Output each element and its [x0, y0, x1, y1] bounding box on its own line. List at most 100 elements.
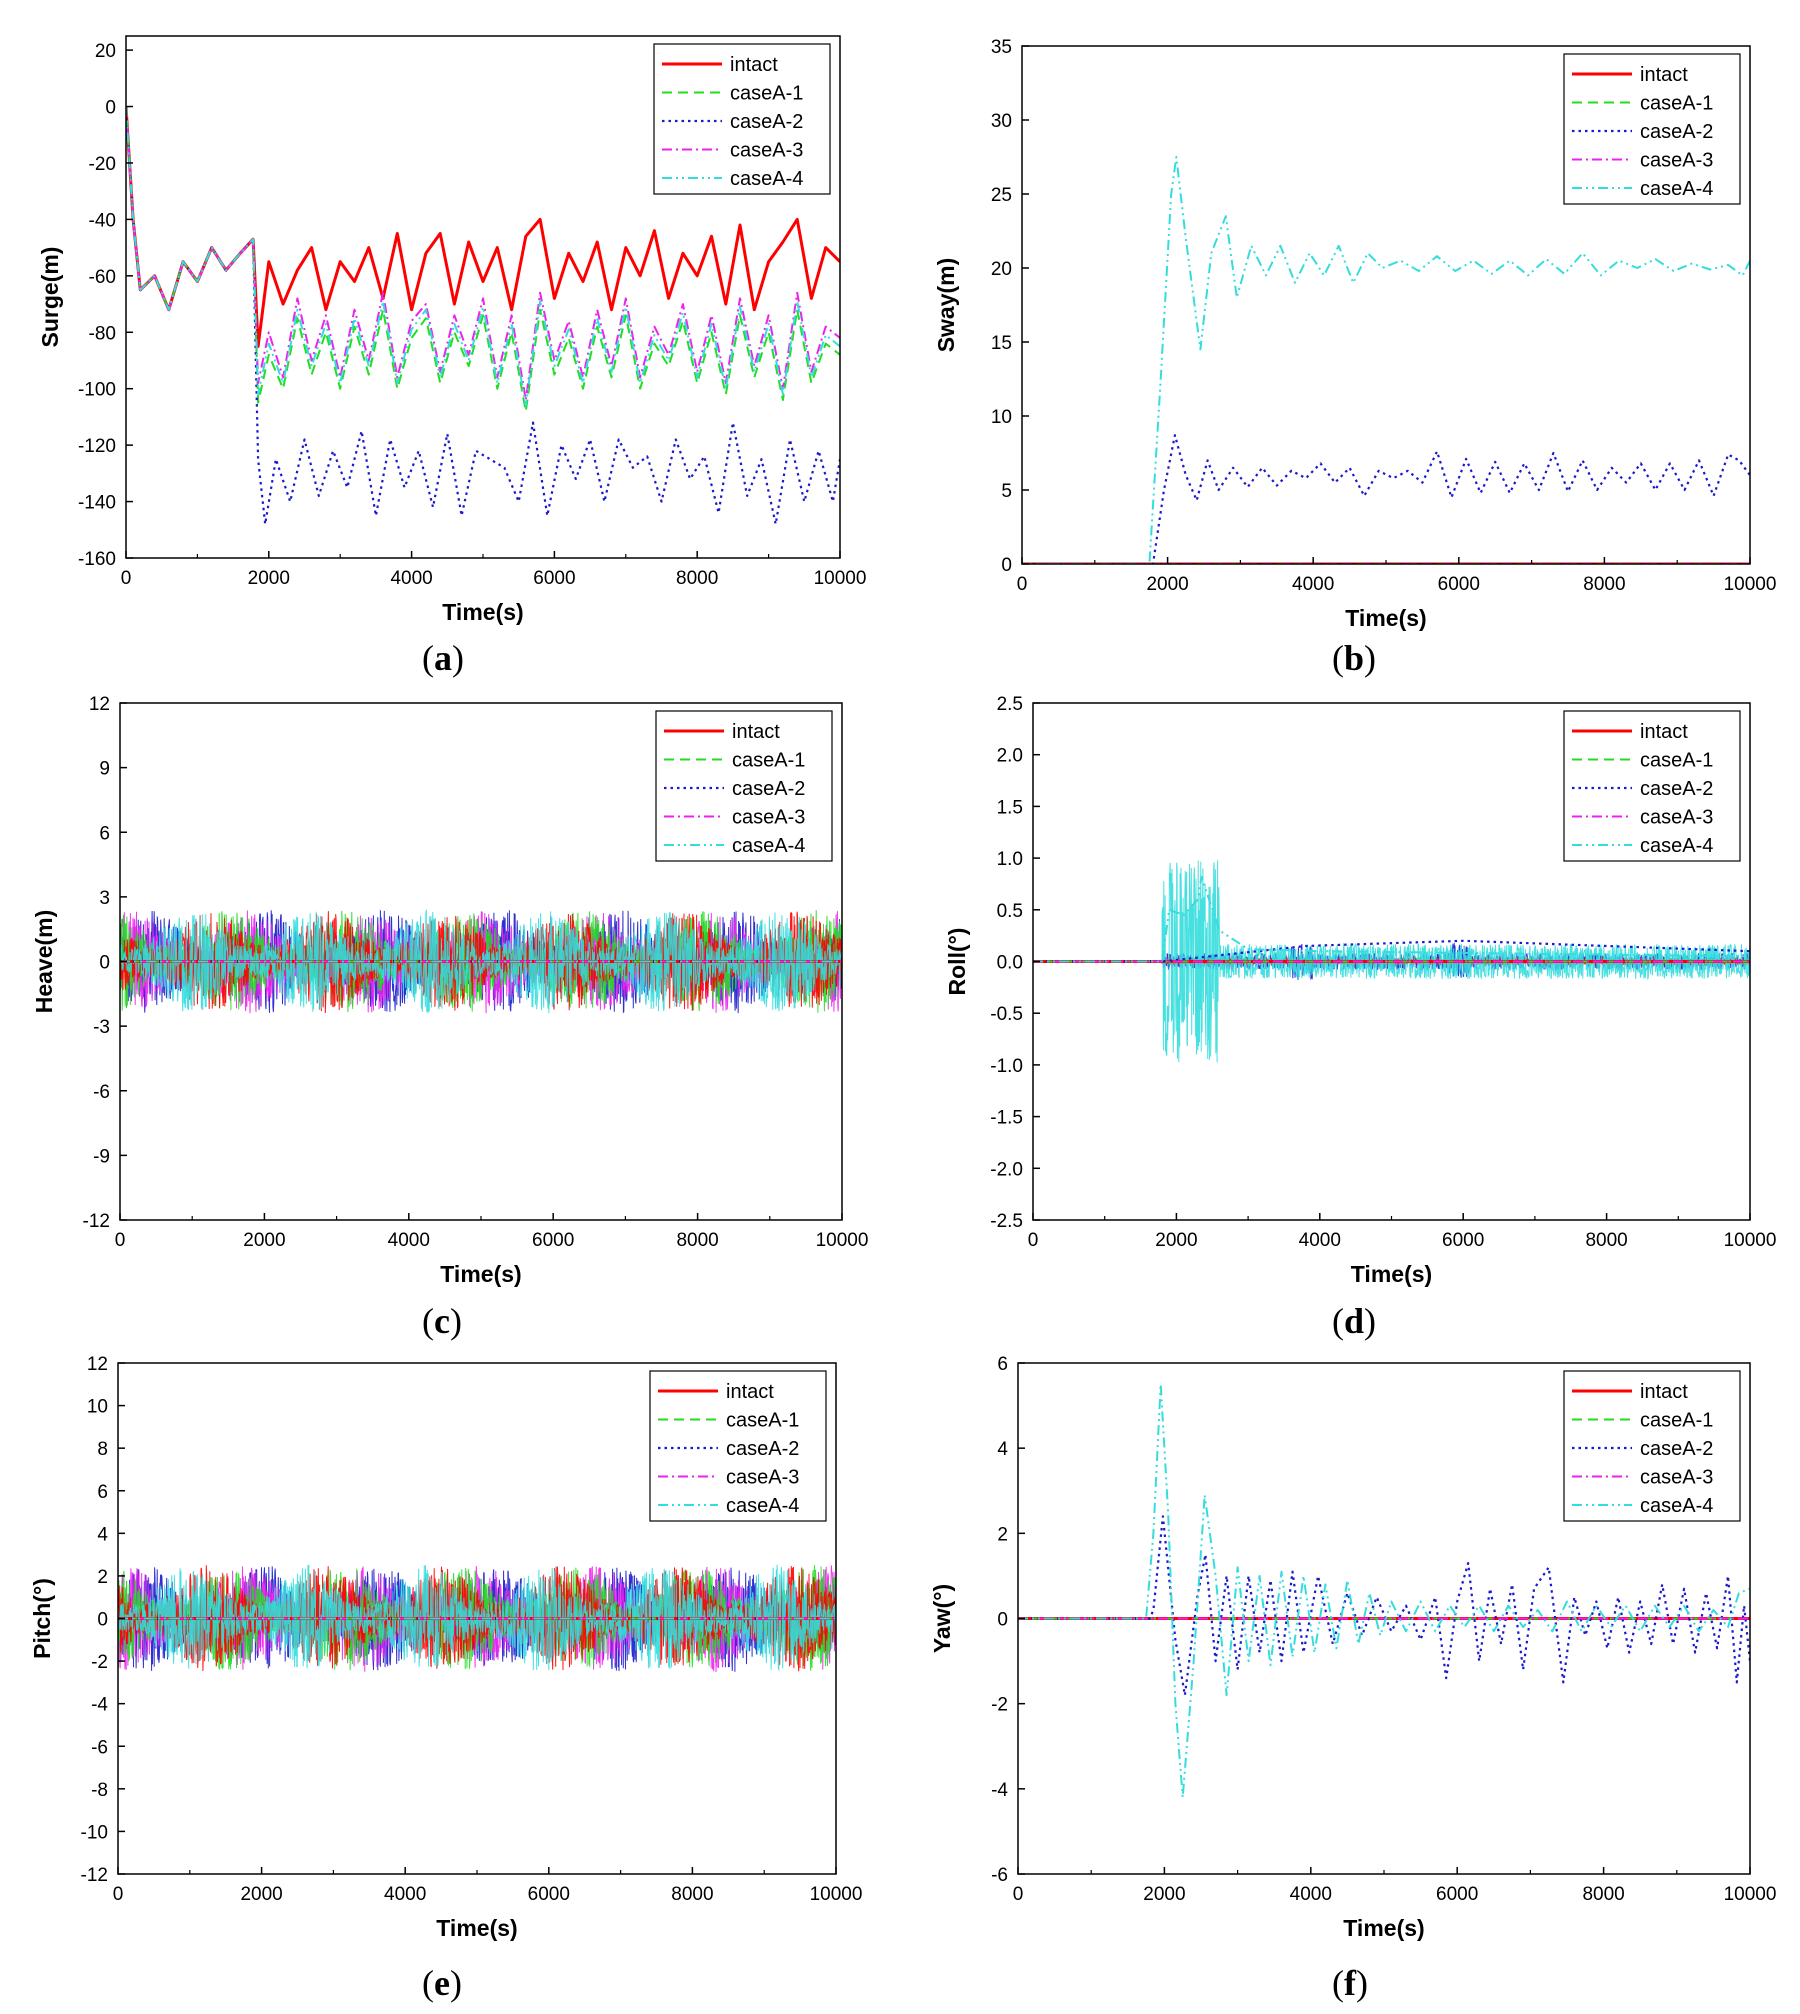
- chart-f: 0 2000 4000 6000 8000 10000 -6 -4 -2 0 2 4 6 Time(s) Y…: [929, 1354, 1776, 1941]
- legend: intact caseA-1 caseA-2 caseA-3 caseA-4: [649, 1370, 827, 1522]
- x-tick-label: 8000: [1583, 574, 1625, 595]
- y-tick-label: -60: [89, 267, 116, 288]
- x-tick-label: 4000: [388, 1230, 430, 1251]
- legend-label-caseA-1: caseA-1: [732, 750, 805, 772]
- x-tick-label: 2000: [248, 568, 290, 589]
- x-tick-label: 10000: [1724, 574, 1777, 595]
- caption-a: (a): [422, 638, 464, 678]
- y-tick-label: -2: [991, 1695, 1008, 1716]
- y-tick-label: -3: [93, 1017, 110, 1038]
- legend-label-caseA-3: caseA-3: [1640, 150, 1713, 172]
- legend-label-intact: intact: [730, 54, 778, 76]
- x-tick-label: 4000: [1292, 574, 1334, 595]
- y-axis-label: Roll(°): [944, 928, 970, 996]
- y-tick-label: -100: [78, 380, 116, 401]
- y-tick-label: 8: [97, 1439, 108, 1460]
- legend: intact caseA-1 caseA-2 caseA-3 caseA-4: [1563, 710, 1741, 862]
- chart-e: 0 2000 4000 6000 8000 10000 -12 -10 -8 -6 -4 -2 0 2 4 6…: [29, 1354, 862, 1941]
- caption-c: (c): [422, 1301, 462, 1341]
- y-tick-label: -6: [991, 1865, 1008, 1886]
- legend-label-caseA-2: caseA-2: [732, 778, 805, 800]
- y-axis-label: Pitch(°): [29, 1578, 55, 1659]
- x-tick-label: 2000: [240, 1884, 282, 1905]
- x-tick-label: 10000: [816, 1230, 869, 1251]
- legend-label-caseA-3: caseA-3: [732, 807, 805, 829]
- caption-b: (b): [1332, 638, 1377, 678]
- y-tick-label: 3: [99, 888, 110, 909]
- legend-label-caseA-4: caseA-4: [1640, 835, 1713, 857]
- y-axis-label: Surge(m): [37, 247, 63, 348]
- y-tick-label: -6: [93, 1082, 110, 1103]
- plot-area-d: [1033, 860, 1750, 1063]
- x-tick-label: 8000: [1585, 1230, 1627, 1251]
- legend-label-caseA-4: caseA-4: [732, 835, 805, 857]
- y-tick-label: -0.5: [990, 1004, 1023, 1025]
- y-tick-label: 6: [997, 1354, 1008, 1375]
- legend-label-caseA-4: caseA-4: [730, 168, 803, 190]
- x-tick-label: 6000: [528, 1884, 570, 1905]
- x-axis-label: Time(s): [442, 599, 523, 625]
- legend-label-caseA-4: caseA-4: [726, 1495, 799, 1517]
- y-axis-label: Heave(m): [31, 910, 57, 1014]
- x-axis-label: Time(s): [1343, 1915, 1424, 1941]
- x-tick-label: 8000: [1582, 1884, 1624, 1905]
- legend-label-caseA-2: caseA-2: [1640, 1438, 1713, 1460]
- y-tick-label: -4: [91, 1695, 108, 1716]
- x-tick-label: 6000: [1438, 574, 1480, 595]
- caption-f: (f): [1332, 1963, 1368, 2003]
- y-tick-label: -1.0: [990, 1056, 1023, 1077]
- x-tick-label: 0: [1013, 1884, 1024, 1905]
- plot-area-b: [1022, 156, 1750, 564]
- y-tick-label: 2: [997, 1524, 1008, 1545]
- legend-label-caseA-1: caseA-1: [1640, 750, 1713, 772]
- y-tick-label: 25: [991, 185, 1012, 206]
- chart-d: 0 2000 4000 6000 8000 10000 -2.5 -2.0 -1.5 -1.0 -0…: [944, 694, 1776, 1287]
- y-tick-label: -12: [81, 1865, 108, 1886]
- legend-box: [655, 710, 833, 862]
- legend-label-intact: intact: [1640, 64, 1688, 86]
- chart-a: 0 2000 4000 6000 8000 10000 -160 -140 -120 -100 -8…: [37, 35, 866, 625]
- x-tick-label: 10000: [1724, 1884, 1777, 1905]
- y-tick-label: 1.5: [997, 797, 1023, 818]
- y-tick-label: -2.0: [990, 1159, 1023, 1180]
- y-tick-label: -6: [91, 1737, 108, 1758]
- legend-label-intact: intact: [726, 1381, 774, 1403]
- y-tick-label: 2: [97, 1567, 108, 1588]
- legend-label-intact: intact: [1640, 721, 1688, 743]
- x-tick-label: 0: [1028, 1230, 1039, 1251]
- y-tick-label: -120: [78, 436, 116, 457]
- legend-box: [1563, 710, 1741, 862]
- legend: intact caseA-1 caseA-2 caseA-3 caseA-4: [655, 710, 833, 862]
- y-axis-label: Yaw(°): [929, 1584, 955, 1653]
- legend-label-intact: intact: [1640, 1381, 1688, 1403]
- series-line-caseA-4: [126, 106, 840, 407]
- x-tick-label: 6000: [1442, 1230, 1484, 1251]
- x-tick-label: 6000: [532, 1230, 574, 1251]
- legend-label-caseA-2: caseA-2: [730, 111, 803, 133]
- plot-area-a: [126, 106, 840, 526]
- y-tick-label: 0: [1001, 555, 1012, 576]
- y-tick-label: 15: [991, 333, 1012, 354]
- x-tick-label: 2000: [1143, 1884, 1185, 1905]
- x-tick-label: 8000: [671, 1884, 713, 1905]
- series-line-caseA-2: [1022, 434, 1750, 564]
- y-tick-label: 0: [997, 1610, 1008, 1631]
- y-tick-label: 0.0: [997, 953, 1023, 974]
- legend-label-caseA-1: caseA-1: [726, 1410, 799, 1432]
- series-line-caseA-3: [126, 106, 840, 401]
- y-tick-label: 9: [99, 759, 110, 780]
- y-tick-label: 0: [105, 98, 116, 119]
- series-line-caseA-4: [1033, 875, 1750, 963]
- y-tick-label: 12: [89, 694, 110, 715]
- y-axis-label: Sway(m): [933, 258, 959, 353]
- y-tick-label: 6: [97, 1482, 108, 1503]
- x-tick-label: 4000: [384, 1884, 426, 1905]
- x-axis-label: Time(s): [1351, 1261, 1432, 1287]
- x-tick-label: 10000: [1724, 1230, 1777, 1251]
- legend-label-caseA-1: caseA-1: [730, 83, 803, 105]
- legend: intact caseA-1 caseA-2 caseA-3 caseA-4: [1563, 53, 1741, 205]
- y-tick-label: -2.5: [990, 1211, 1023, 1232]
- y-tick-label: -160: [78, 549, 116, 570]
- chart-c: 0 2000 4000 6000 8000 10000 -12 -9 -6 -3 0 3 6 9 12 Tim…: [31, 694, 868, 1287]
- legend-label-caseA-3: caseA-3: [1640, 807, 1713, 829]
